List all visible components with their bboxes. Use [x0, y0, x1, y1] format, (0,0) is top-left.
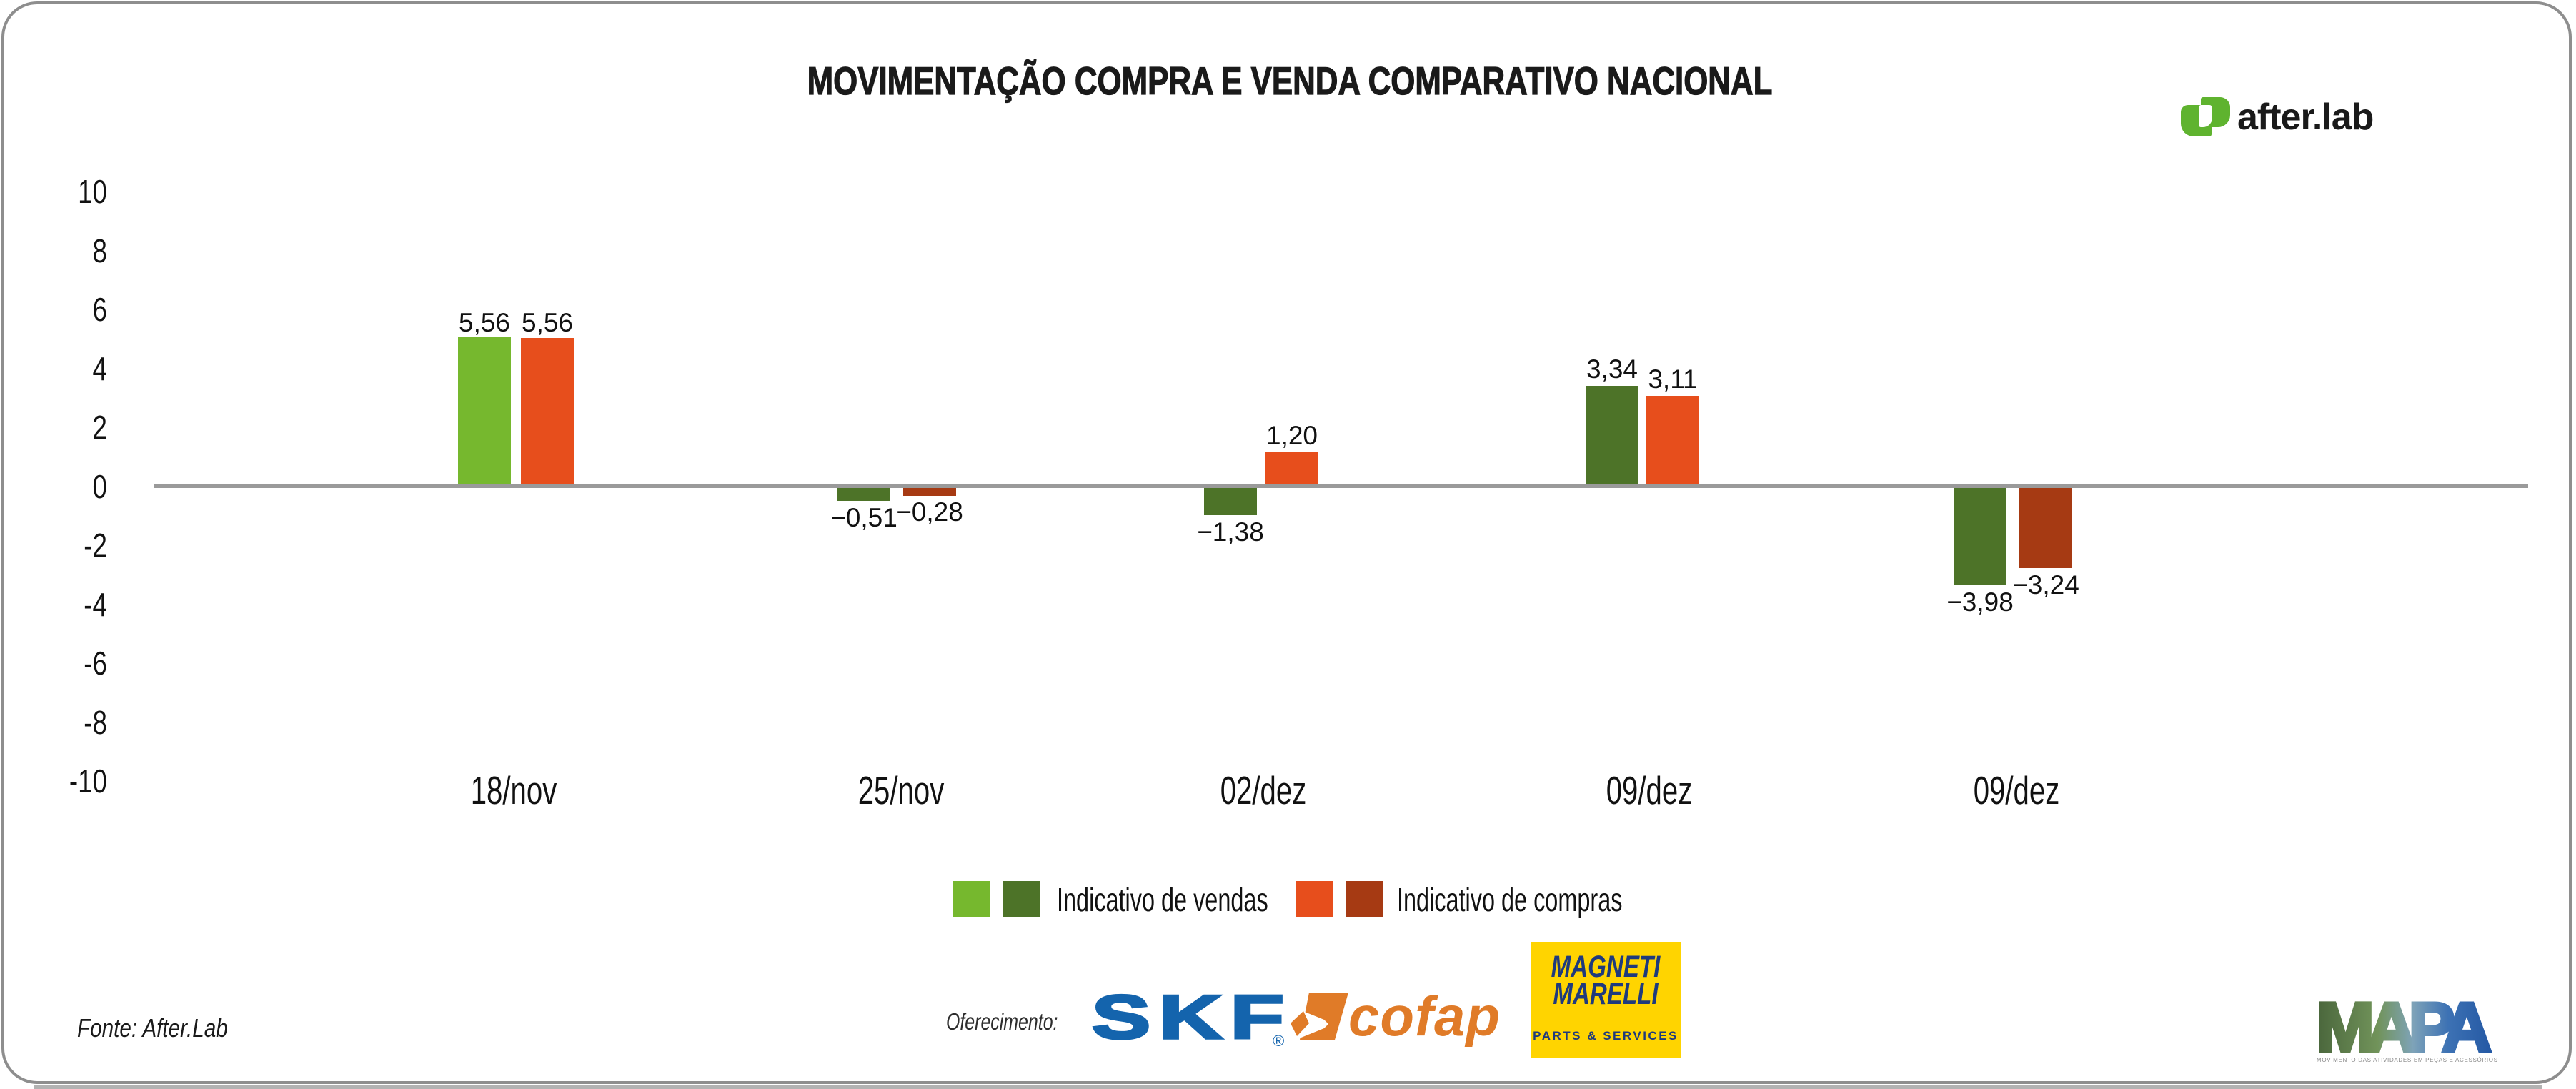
svg-text:MAPA: MAPA — [2317, 993, 2492, 1066]
svg-text:MOVIMENTO DAS ATIVIDADES EM PE: MOVIMENTO DAS ATIVIDADES EM PEÇAS E ACES… — [2317, 1057, 2497, 1063]
